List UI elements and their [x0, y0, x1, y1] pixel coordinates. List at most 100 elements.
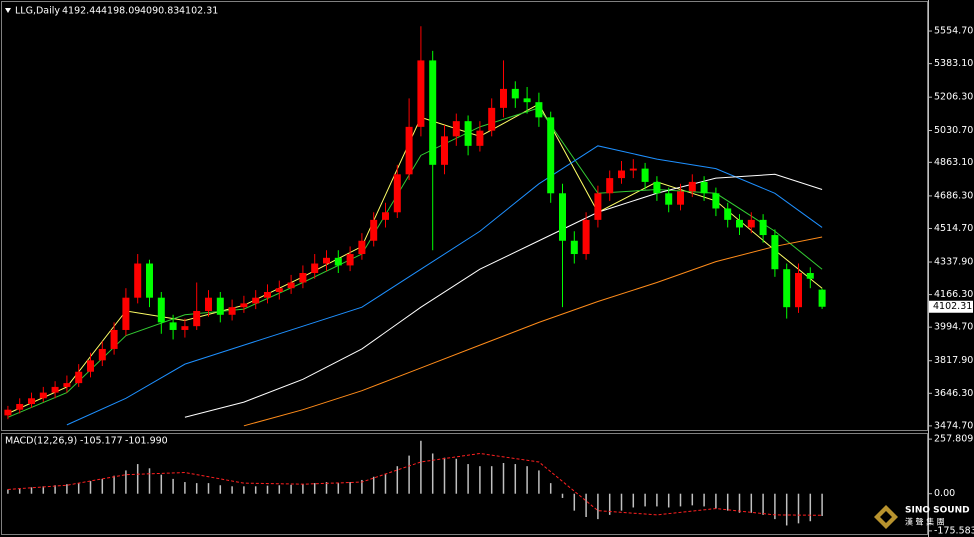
candle-body — [570, 240, 578, 255]
candle-body — [334, 257, 342, 266]
moving-average — [66, 145, 823, 426]
candle-body — [712, 193, 720, 209]
candle-body — [559, 193, 566, 241]
candle-body — [818, 289, 826, 307]
ohlc-value: 4198.09 — [101, 6, 140, 17]
candle-body — [240, 303, 248, 308]
candle-body — [736, 219, 743, 228]
candle-body — [594, 193, 602, 220]
y-tick-label: 0.00 — [934, 488, 955, 499]
current-price-label: 4102.31 — [933, 301, 972, 312]
y-tick-label: 3474.70 — [934, 420, 973, 431]
menu-arrow[interactable] — [5, 8, 11, 13]
logo-inner — [880, 511, 892, 523]
current-price-box — [929, 300, 973, 313]
candle-body — [500, 88, 507, 108]
candle-body — [523, 98, 531, 103]
y-tick-label: 4863.10 — [934, 157, 973, 168]
logo-name: SINO SOUND — [905, 506, 970, 516]
y-tick-label: 5206.30 — [934, 92, 973, 103]
candle-body — [665, 193, 673, 205]
y-tick-label: -175.583 — [934, 525, 974, 536]
y-tick-label: 5554.70 — [934, 26, 973, 37]
candle-body — [275, 288, 283, 292]
candle-body — [783, 269, 791, 308]
candle-body — [405, 126, 413, 175]
candle-body — [205, 297, 212, 311]
candle-body — [87, 360, 94, 372]
ohlc-value: 4192.44 — [62, 6, 101, 17]
y-tick-label: 4337.90 — [934, 257, 973, 268]
candle-body — [641, 168, 649, 182]
candle-body — [287, 282, 295, 289]
candle-body — [181, 326, 189, 330]
candle-body — [370, 219, 378, 241]
candle-body — [677, 191, 684, 205]
candle-body — [63, 383, 71, 387]
candle-body — [358, 240, 366, 255]
candle-body — [252, 297, 260, 304]
candle-body — [771, 235, 779, 270]
candle-body — [464, 121, 472, 146]
macd-header: MACD(12,26,9) -105.177 -101.990 — [5, 436, 168, 447]
macd-value: -105.177 — [80, 436, 123, 447]
candle-body — [511, 88, 519, 99]
candle-body — [417, 60, 425, 127]
y-tick-label: 3646.30 — [934, 388, 973, 399]
signal-line — [7, 452, 823, 516]
y-tick-label: 3994.70 — [934, 322, 973, 333]
y-tick-label: 257.809 — [934, 434, 973, 445]
logo: SINO SOUND 漢 聲 集 團 — [874, 505, 970, 529]
candle-body — [39, 392, 47, 399]
candle-body — [618, 170, 625, 179]
candle-body — [382, 212, 389, 220]
candle-body — [393, 174, 401, 213]
y-tick-label: 5383.10 — [934, 58, 973, 69]
y-tick-label: 3817.90 — [934, 355, 973, 366]
candle-body — [606, 178, 614, 194]
candle-body — [311, 263, 319, 274]
candle-body — [488, 107, 496, 131]
macd-title: MACD(12,26,9) — [5, 436, 77, 447]
y-tick-label: 4686.30 — [934, 190, 973, 201]
chart-title: LLG,Daily — [15, 6, 60, 17]
candle-body — [28, 398, 35, 404]
candle-body — [547, 117, 555, 194]
candle-body — [299, 273, 307, 283]
candle-body — [134, 263, 142, 298]
candle-body — [700, 181, 708, 194]
candle-body — [4, 409, 12, 416]
y-tick-label: 4166.30 — [934, 289, 973, 300]
ohlc-value: 4102.31 — [179, 6, 218, 17]
candle-body — [452, 121, 460, 137]
macd-panel-border — [1, 433, 928, 535]
candle-body — [216, 297, 224, 315]
logo-subtitle: 漢 聲 集 團 — [905, 517, 945, 527]
candle-body — [688, 181, 696, 192]
candle-body — [264, 291, 271, 298]
candle-body — [429, 60, 437, 165]
candle-body — [157, 297, 165, 323]
candle-body — [98, 348, 106, 361]
candle-body — [16, 403, 24, 410]
candle-body — [629, 168, 637, 171]
y-tick-label: 5030.70 — [934, 125, 973, 136]
candle-body — [806, 273, 814, 279]
candle-body — [747, 219, 755, 228]
ohlc-value: 4090.83 — [140, 6, 179, 17]
moving-average — [184, 173, 823, 418]
candle-body — [653, 181, 661, 194]
candle-body — [582, 219, 590, 255]
moving-average — [7, 107, 823, 418]
candle-body — [122, 297, 130, 330]
candle-body — [476, 130, 484, 146]
candle-body — [146, 263, 153, 298]
candle-body — [535, 102, 543, 118]
moving-average — [243, 236, 823, 427]
candle-body — [75, 371, 83, 384]
candle-body — [323, 257, 330, 264]
candle-body — [759, 219, 767, 236]
header: LLG,Daily 4192.44 4198.09 4090.83 4102.31 — [15, 6, 218, 17]
candle-body — [169, 322, 177, 330]
